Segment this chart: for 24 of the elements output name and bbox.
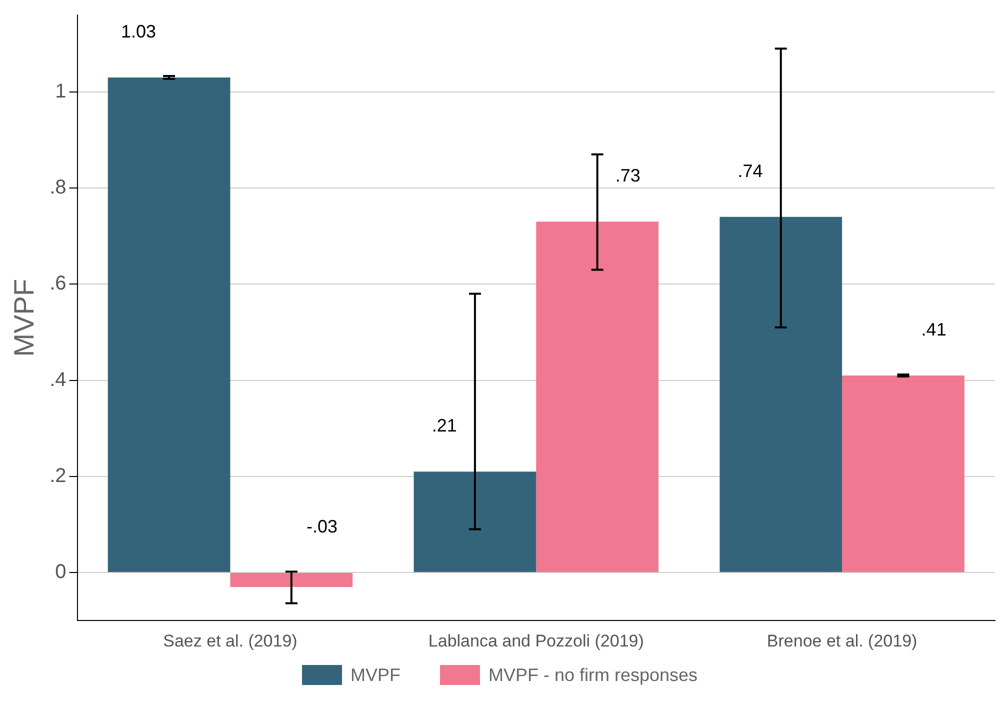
- data-label: .21: [432, 416, 457, 436]
- x-tick-label: Lablanca and Pozzoli (2019): [428, 631, 644, 650]
- y-tick-label: 1: [55, 80, 66, 102]
- y-tick-label: .8: [50, 176, 66, 199]
- data-label: -.03: [306, 516, 338, 537]
- x-tick-label: Saez et al. (2019): [163, 631, 298, 650]
- bar: [536, 222, 659, 572]
- bar: [230, 573, 353, 587]
- y-tick-label: 0: [55, 561, 66, 584]
- y-tick-label: .2: [50, 464, 66, 487]
- y-tick-label: .6: [50, 272, 66, 295]
- bar: [842, 375, 964, 572]
- bar: [414, 472, 536, 572]
- legend-label: MVPF: [350, 664, 400, 686]
- y-axis-title: MVPF: [8, 278, 40, 357]
- data-label: 1.03: [120, 21, 156, 42]
- bar: [720, 216, 842, 572]
- data-label: .73: [615, 166, 640, 186]
- legend-label: MVPF - no firm responses: [488, 664, 698, 686]
- y-tick-label: .4: [50, 368, 66, 391]
- data-label: .41: [921, 319, 946, 340]
- data-label: .74: [738, 160, 763, 181]
- x-tick-label: Brenoe et al. (2019): [766, 631, 918, 650]
- bar: [108, 77, 230, 572]
